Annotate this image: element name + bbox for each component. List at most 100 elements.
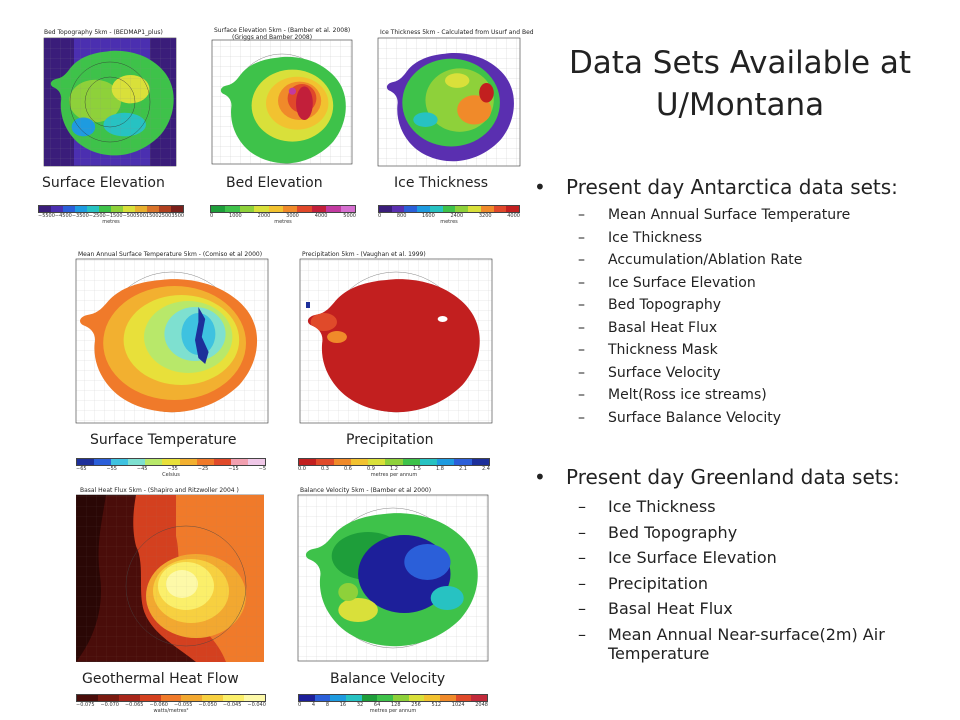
colorbar-swatch <box>350 459 369 465</box>
colorbar-swatch <box>111 459 129 465</box>
colorbar-tick-label: −0.050 <box>198 702 217 708</box>
colorbar-swatch <box>340 206 356 212</box>
colorbar-swatch <box>159 206 171 212</box>
colorbar-swatch <box>429 206 443 212</box>
colorbar-swatch <box>471 459 489 465</box>
colorbar-swatch <box>468 206 481 212</box>
colorbar-tick-label: 2.1 <box>459 466 467 472</box>
colorbar-m5: 0.0 0.3 0.6 0.9 1.2 1.5 1.8 2.1 2.4 metres per a… <box>298 458 490 478</box>
colorbar-swatch <box>455 695 472 701</box>
caption-ice-thickness: Ice Thickness <box>394 175 489 191</box>
colorbar-tick-label: 2500 <box>158 213 172 219</box>
colorbar-tick-label: 3500 <box>171 213 185 219</box>
colorbar-swatch <box>326 206 341 212</box>
colorbar-swatch <box>147 206 159 212</box>
colorbar-swatch <box>404 206 418 212</box>
colorbar-tick-label: −0.040 <box>247 702 266 708</box>
colorbar-swatch <box>181 695 203 701</box>
colorbar-tick-label: 1500 <box>145 213 159 219</box>
colorbar-tick-label: 0 <box>210 213 214 219</box>
colorbar-tick-label: −0.070 <box>100 702 119 708</box>
colorbar-swatch <box>417 206 430 212</box>
dash-icon: – <box>578 522 586 542</box>
colorbar-tick-label: 0.9 <box>367 466 375 472</box>
colorbar-tick-label: 2400 <box>450 213 464 219</box>
colorbar-tick-label: 800 <box>396 213 407 219</box>
colorbar-swatch <box>346 695 362 701</box>
colorbar-swatch <box>314 695 331 701</box>
colorbar-swatch <box>202 695 224 701</box>
colorbar-swatch <box>361 695 378 701</box>
caption-bed-elevation: Bed Elevation <box>226 175 323 191</box>
colorbar-swatch <box>223 695 245 701</box>
dash-icon: – <box>578 342 585 358</box>
antarctica-map <box>297 494 489 662</box>
colorbar-swatch <box>385 459 403 465</box>
colorbar-tick-label: −4500 <box>54 213 72 219</box>
colorbar-tick-label: −0.075 <box>76 702 95 708</box>
antarctica-map <box>377 37 521 167</box>
list-item: – Basal Heat Flux <box>528 317 938 340</box>
colorbar-tick-label: 256 <box>411 702 421 708</box>
list-item: – Mean Annual Near-surface(2m) Air Temper… <box>578 624 885 663</box>
colorbar-swatch <box>299 695 315 701</box>
dash-icon: – <box>578 297 585 313</box>
colorbar-swatch <box>311 206 327 212</box>
list-item: – Thickness Mask <box>528 339 938 362</box>
colorbar-tick-label: −2500 <box>88 213 106 219</box>
dash-icon: – <box>578 548 586 567</box>
colorbar-tick-label: 1600 <box>422 213 435 219</box>
colorbar-swatch <box>75 206 87 212</box>
map-surface-temperature: Mean Annual Surface Temperature 5km - (C… <box>74 250 270 425</box>
colorbar-swatch <box>493 206 507 212</box>
map-title: Balance Velocity 5km - (Bamber et al 200… <box>300 487 432 494</box>
colorbar-m2: 0 1000 2000 3000 4000 5000 metres <box>210 205 356 225</box>
colorbar-tick-label: −500 <box>122 213 137 219</box>
dash-icon: – <box>578 409 585 426</box>
colorbar-tick-label: 4000 <box>314 213 328 219</box>
colorbar-swatch <box>162 459 180 465</box>
colorbar-m4: −65 −55 −45 −35 −25 −15 −5 Celsius <box>76 458 266 478</box>
colorbar-swatch <box>368 459 386 465</box>
dash-icon: – <box>578 207 585 223</box>
caption-surface-temperature: Surface Temperature <box>90 432 237 448</box>
colorbar-tick-label: 4 <box>311 702 316 708</box>
map-title: Mean Annual Surface Temperature 5km - (C… <box>78 251 263 258</box>
antarctica-map <box>75 258 269 424</box>
colorbar-tick-label: 2048 <box>475 702 488 708</box>
colorbar-swatch <box>77 695 98 701</box>
map-surface-elevation: Surface Elevation 5km - (Bamber et al. 2… <box>210 26 354 166</box>
colorbar-swatch <box>506 206 520 212</box>
colorbar-swatch <box>225 206 240 212</box>
section-heading-text: Present day Greenland data sets: <box>566 465 900 489</box>
colorbar-swatch <box>211 206 226 212</box>
colorbar-swatch <box>379 206 392 212</box>
map-ice-thickness: Ice Thickness 5km - Calculated from Usur… <box>376 28 534 168</box>
map-title: Bed Topography 5km - (BEDMAP1_plus) <box>44 29 163 36</box>
dash-icon: – <box>578 573 586 593</box>
map-title: Surface Elevation 5km - (Bamber et al. 2… <box>214 27 351 34</box>
dash-icon: – <box>578 497 586 516</box>
section-heading-text: Present day Antarctica data sets: <box>566 175 898 199</box>
colorbar-tick-label: 0.6 <box>344 466 352 472</box>
colorbar-swatch <box>230 459 248 465</box>
colorbar-swatch <box>123 206 135 212</box>
slide-title-line-2: U/Montana <box>655 87 825 123</box>
list-item: – Bed Topography <box>528 520 938 546</box>
colorbar-swatch <box>179 459 197 465</box>
colorbar-swatch <box>77 459 95 465</box>
colorbar-swatch <box>135 206 147 212</box>
list-item: – Ice Surface Elevation <box>528 545 938 571</box>
map-title: Ice Thickness 5km - Calculated from Usur… <box>380 29 534 36</box>
caption-balance-velocity: Balance Velocity <box>330 671 446 687</box>
colorbar-swatch <box>391 206 405 212</box>
greenland-list: – Ice Thickness – Bed Topography – Ice Surf… <box>528 494 938 663</box>
colorbar-swatch <box>419 459 438 465</box>
list-item: – Mean Annual Surface Temperature <box>528 204 938 227</box>
colorbar-tick-label: 0.3 <box>321 466 329 472</box>
colorbar-tick-label: −1500 <box>105 213 123 219</box>
colorbar-swatch <box>442 206 456 212</box>
dash-icon: – <box>578 274 585 291</box>
section-heading: • Present day Greenland data sets: <box>528 464 938 490</box>
colorbar-swatch <box>51 206 63 212</box>
